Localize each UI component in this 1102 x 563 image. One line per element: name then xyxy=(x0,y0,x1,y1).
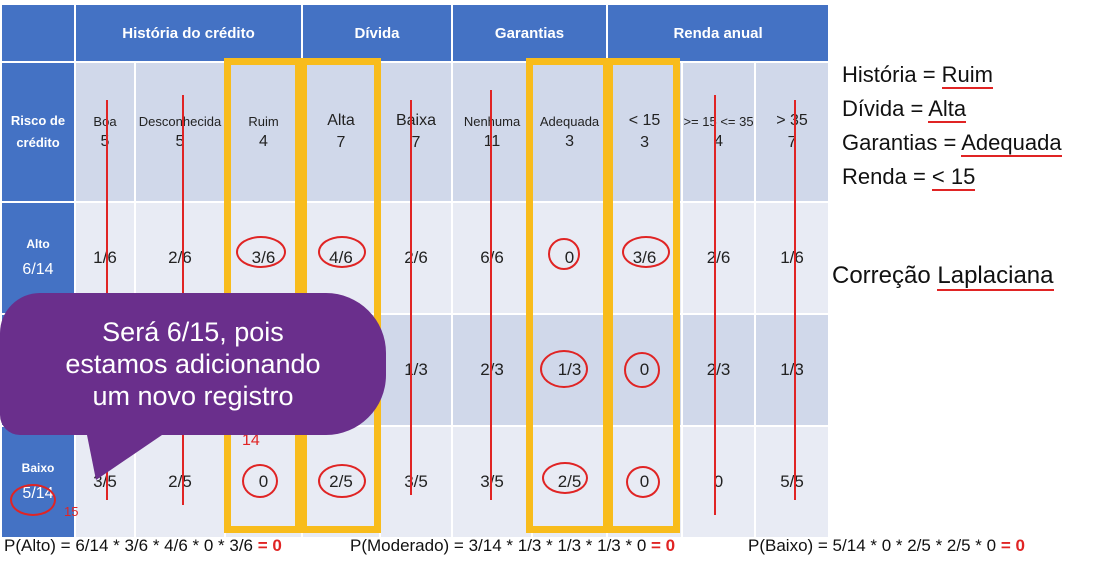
query-divida: Dívida = Alta xyxy=(842,96,967,123)
strike-mark xyxy=(410,100,412,495)
attr-lt15: < 15 3 xyxy=(606,61,684,203)
formula-baixo: P(Baixo) = 5/14 * 0 * 2/5 * 2/5 * 0 = 0 xyxy=(748,536,1025,555)
table-cell: 2/6 xyxy=(378,201,454,315)
attr-alta: Alta 7 xyxy=(301,61,381,203)
table-cell: 2/5 xyxy=(134,425,226,539)
circle-mark xyxy=(236,236,286,268)
bubble-line: estamos adicionando xyxy=(65,349,321,379)
attr-gt35: > 35 7 xyxy=(754,61,831,203)
table-cell: 3/6 xyxy=(606,201,684,315)
circle-mark xyxy=(318,236,366,268)
attr-15-35: >= 15 <= 35 4 xyxy=(681,61,757,203)
table-cell: 2/3 xyxy=(451,313,534,427)
table-cell: 2/3 xyxy=(681,313,757,427)
formula-moderado: P(Moderado) = 3/14 * 1/3 * 1/3 * 1/3 * 0… xyxy=(350,536,676,555)
attr-baixa: Baixa 7 xyxy=(378,61,454,203)
circle-mark xyxy=(542,462,588,494)
bubble-line: Será 6/15, pois xyxy=(102,317,284,347)
group-garantias: Garantias xyxy=(451,3,609,63)
query-garantias: Garantias = Adequada xyxy=(842,130,1062,157)
circle-mark xyxy=(318,464,366,498)
attr-boa: Boa 5 xyxy=(74,61,136,203)
attr-desconhecida: Desconhecida 5 xyxy=(134,61,226,203)
strike-mark xyxy=(794,100,796,500)
table-cell: 2/6 xyxy=(681,201,757,315)
query-renda: Renda = < 15 xyxy=(842,164,976,191)
circle-mark xyxy=(242,464,278,498)
group-divida: Dívida xyxy=(300,3,454,63)
table-cell: 6/6 xyxy=(451,201,534,315)
formula-alto: P(Alto) = 6/14 * 3/6 * 4/6 * 0 * 3/6 = 0 xyxy=(4,536,282,555)
table-cell: 5/5 xyxy=(754,425,831,539)
circle-mark xyxy=(624,352,660,388)
attr-nenhuma: Nenhuma 11 xyxy=(451,61,534,203)
annotation-15: 15 xyxy=(64,504,79,519)
query-historia: História = Ruim xyxy=(842,62,993,89)
table-cell: 3/5 xyxy=(451,425,534,539)
annotation-14: 14 xyxy=(242,432,260,449)
strike-mark xyxy=(714,95,716,515)
risk-header: Risco de crédito xyxy=(0,61,76,203)
table-cell: 0 xyxy=(681,425,757,539)
circle-mark xyxy=(540,350,588,388)
speech-bubble: Será 6/15, pois estamos adicionando um n… xyxy=(0,293,386,435)
table-cell: 1/3 xyxy=(378,313,454,427)
table-cell: 1/3 xyxy=(754,313,831,427)
table-cell: 3/5 xyxy=(74,425,136,539)
strike-mark xyxy=(490,90,492,500)
table-cell: 1/6 xyxy=(754,201,831,315)
group-renda: Renda anual xyxy=(606,3,831,63)
circle-mark xyxy=(622,236,670,268)
attr-adequada: Adequada 3 xyxy=(531,61,609,203)
highlight-lt15 xyxy=(606,58,680,533)
table-cell: 3/5 xyxy=(378,425,454,539)
bubble-line: um novo registro xyxy=(92,381,294,411)
group-historia: História do crédito xyxy=(74,3,303,63)
row-label-baixo: Baixo 5/14 xyxy=(0,425,76,539)
laplace-title: Correção Laplaciana xyxy=(832,262,1054,291)
circle-mark xyxy=(10,484,56,516)
header-empty xyxy=(0,3,76,63)
circle-mark xyxy=(626,466,660,498)
circle-mark xyxy=(548,238,580,270)
